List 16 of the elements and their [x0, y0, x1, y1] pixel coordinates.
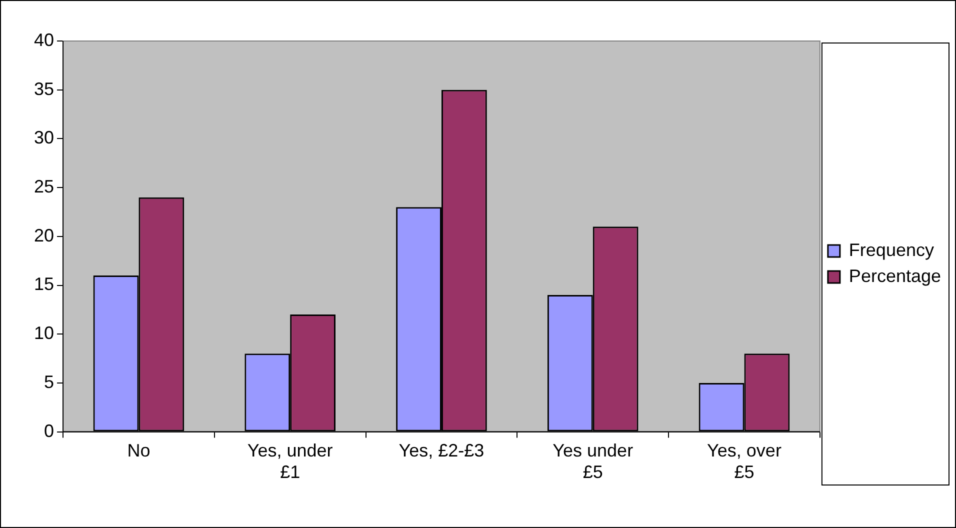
y-tick-label: 5: [44, 372, 54, 392]
y-tick-label: 35: [34, 78, 54, 99]
x-tick-label: No: [127, 440, 150, 461]
x-tick-label: Yes, under £1: [247, 440, 333, 482]
legend-label: Percentage: [848, 266, 942, 286]
x-tick-label: Yes, over £5: [707, 440, 782, 482]
y-tick-label: 30: [34, 128, 54, 148]
y-tick-label: 15: [34, 274, 54, 294]
legend-label: Frequency: [848, 240, 934, 260]
x-tick-label: Yes, £2-£3: [398, 440, 484, 461]
x-tick-label: Yes under £5: [552, 440, 634, 482]
y-tick-label: 40: [34, 30, 54, 50]
y-tick-label: 0: [44, 420, 54, 441]
y-tick-label: 10: [34, 323, 54, 344]
y-tick-label: 20: [34, 225, 54, 246]
y-tick-label: 25: [34, 176, 54, 197]
